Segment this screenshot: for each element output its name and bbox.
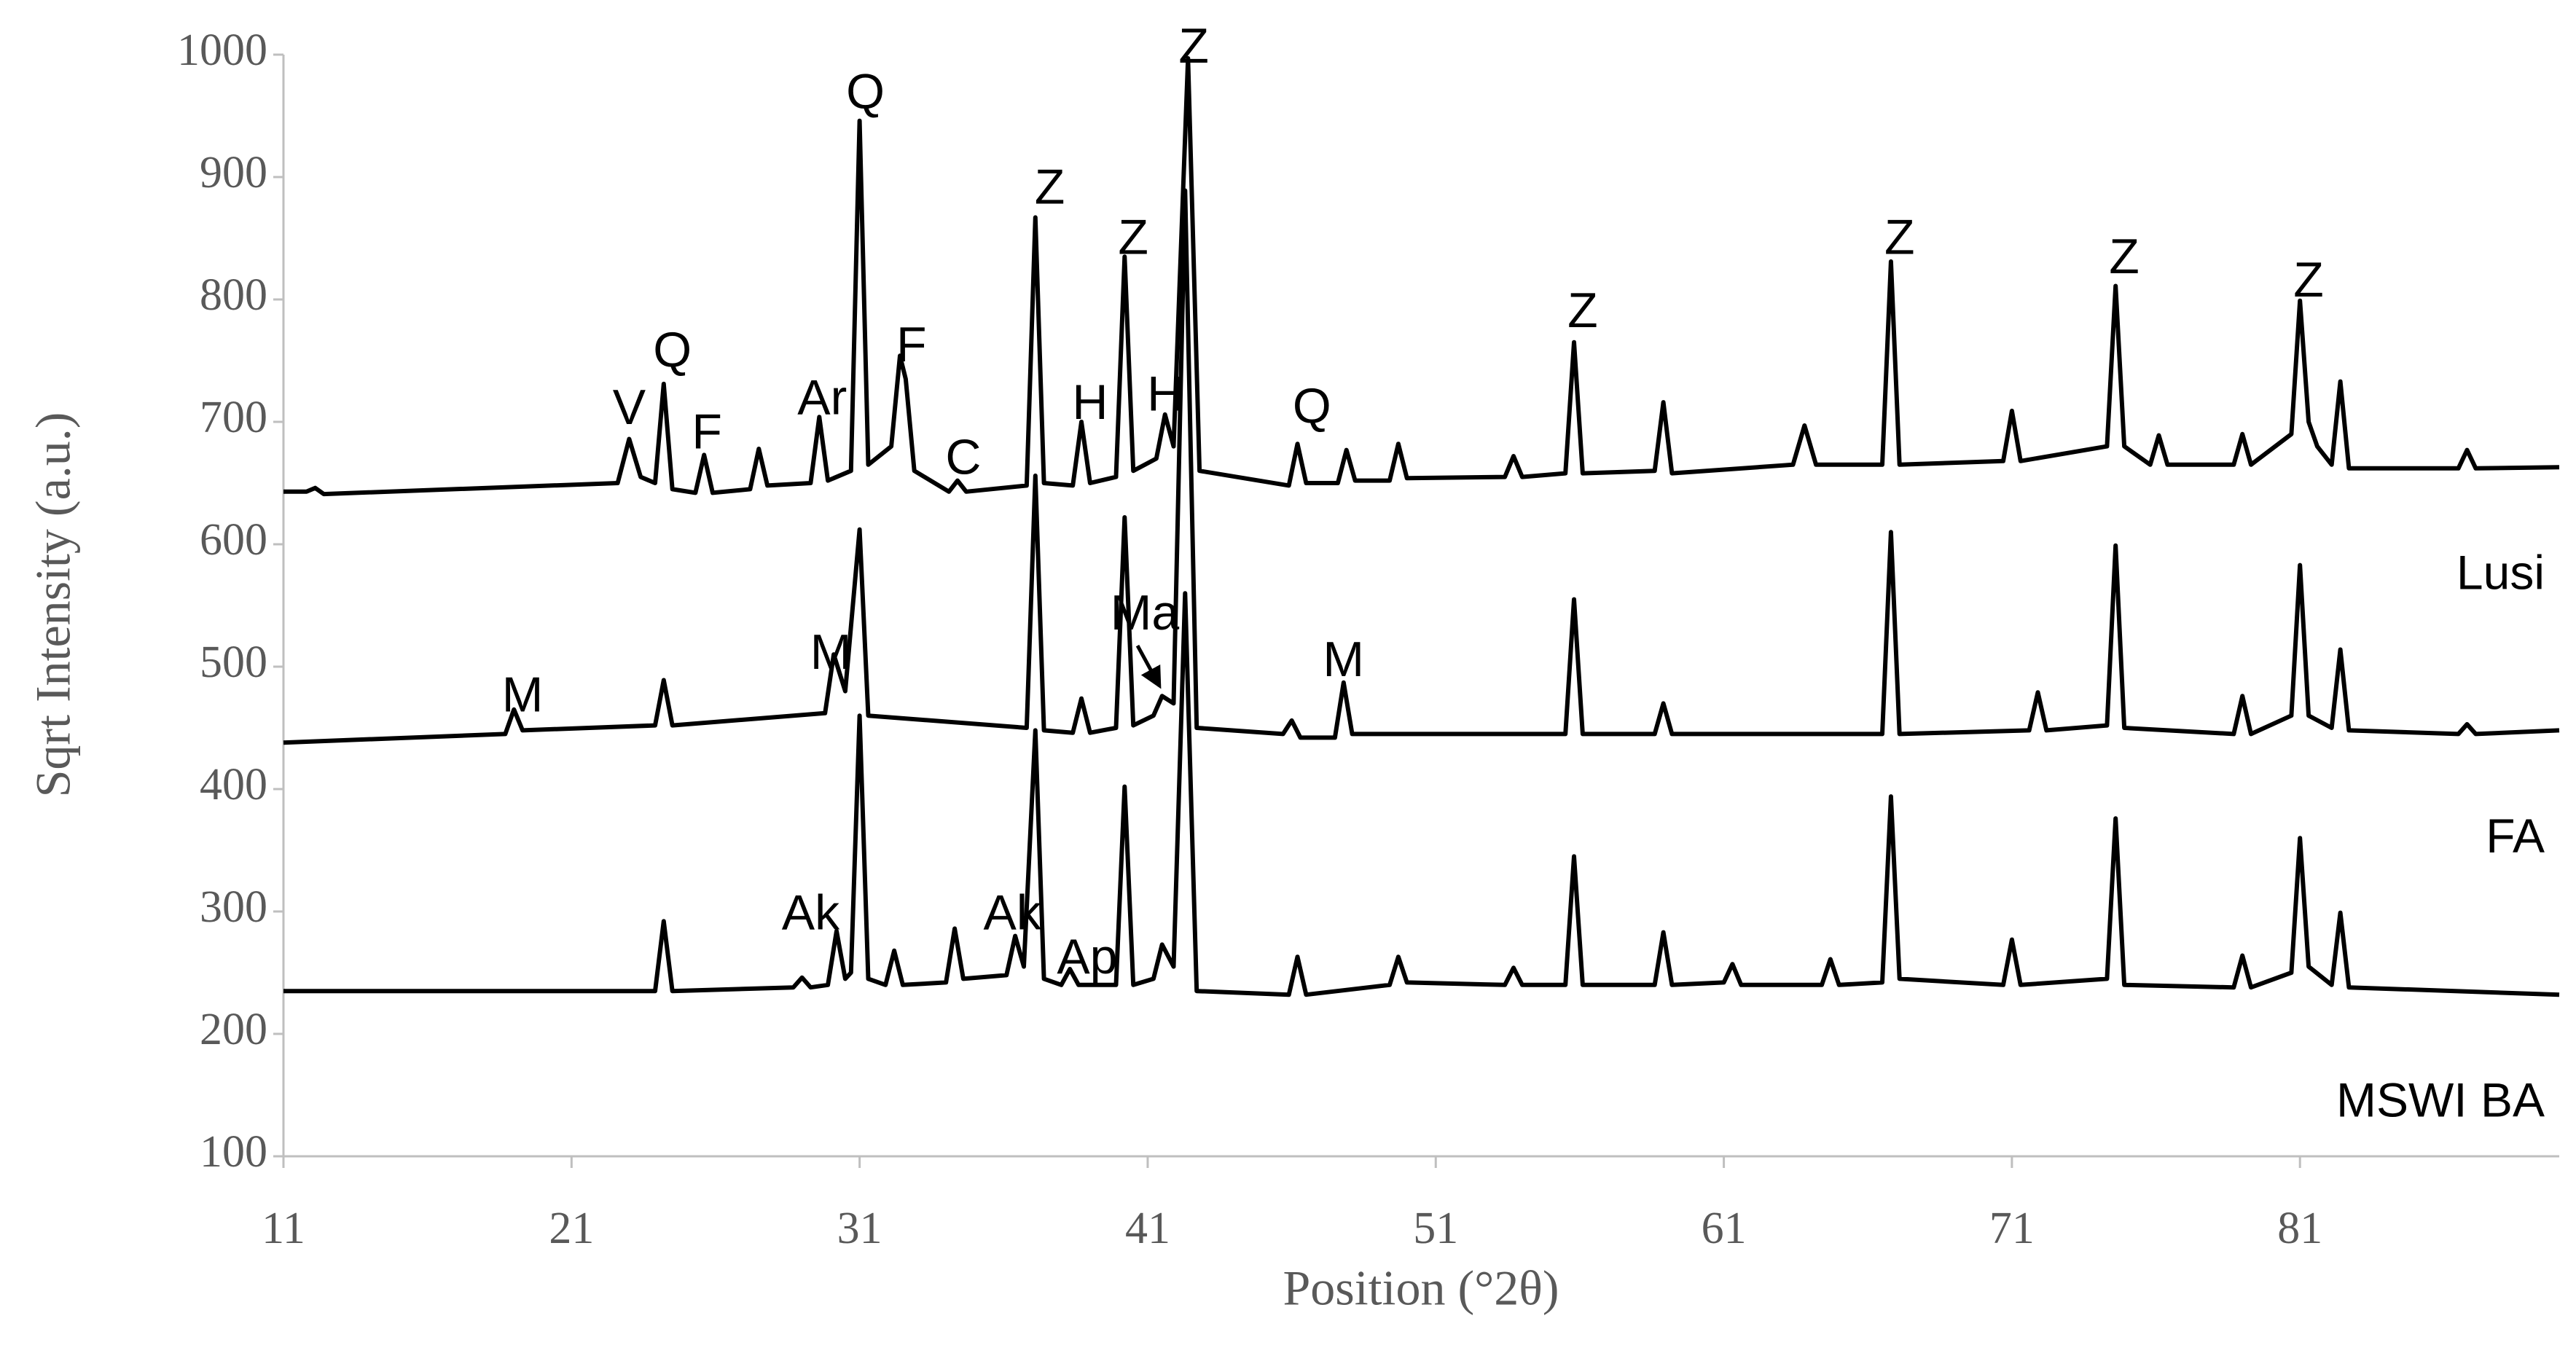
peak-annotation: V	[613, 380, 646, 435]
peak-annotation: M	[810, 624, 852, 680]
peak-annotation: H	[1072, 375, 1108, 430]
peak-annotation: F	[692, 404, 722, 459]
y-tick-label: 800	[200, 270, 267, 320]
series-line	[283, 188, 2560, 745]
peak-annotation: Q	[1293, 378, 1331, 434]
y-tick-label: 400	[200, 760, 267, 809]
x-tick-label: 41	[1125, 1204, 1170, 1253]
peak-annotation: Q	[653, 322, 692, 377]
series-line	[283, 56, 2560, 497]
y-tick-label: 500	[200, 638, 267, 687]
y-tick-label: 300	[200, 882, 267, 932]
peak-annotation: Z	[1118, 209, 1148, 264]
peak-annotation: Ak	[782, 885, 840, 941]
peak-annotation: Ar	[797, 369, 847, 425]
y-tick-label: 900	[200, 148, 267, 197]
peak-annotation: Ak	[983, 885, 1041, 941]
x-tick-label: 51	[1413, 1204, 1458, 1253]
peak-annotation: Z	[1035, 159, 1065, 214]
legend-label: FA	[2486, 809, 2545, 863]
legend-label: MSWI BA	[2336, 1073, 2545, 1127]
peak-annotation: M	[502, 667, 544, 723]
y-axis-title: Sqrt Intensity (a.u.)	[26, 412, 81, 798]
peak-annotation: Q	[846, 63, 885, 119]
peak-annotation: Z	[2109, 229, 2140, 284]
x-tick-label: 61	[1702, 1204, 1747, 1253]
y-tick-label: 200	[200, 1005, 267, 1054]
x-tick-label: 71	[1989, 1204, 2035, 1253]
peak-annotation: Z	[1178, 18, 1209, 74]
series-line	[283, 591, 2560, 997]
x-tick-label: 81	[2277, 1204, 2322, 1253]
x-tick-label: 31	[837, 1204, 882, 1253]
peak-annotation: Z	[1884, 209, 1915, 264]
y-tick-label: 600	[200, 515, 267, 565]
y-tick-label: 100	[200, 1127, 267, 1177]
peak-annotation: Z	[1567, 283, 1598, 338]
x-axis-title: Position (°2θ)	[1283, 1260, 1559, 1316]
legend-label: Lusi	[2456, 546, 2545, 600]
peak-annotation: C	[945, 430, 981, 485]
peak-annotation: Ma	[1111, 585, 1180, 640]
y-tick-label: 1000	[177, 26, 267, 75]
peak-annotation: F	[896, 317, 927, 372]
x-tick-label: 21	[549, 1204, 594, 1253]
y-tick-label: 700	[200, 393, 267, 442]
peak-annotation: Z	[2293, 252, 2324, 307]
peak-annotation: H	[1147, 366, 1183, 421]
peak-annotation: Ap	[1057, 929, 1117, 984]
x-tick-label: 11	[262, 1204, 305, 1253]
annotation-arrow	[1135, 644, 1162, 689]
peak-annotation: M	[1323, 632, 1364, 687]
